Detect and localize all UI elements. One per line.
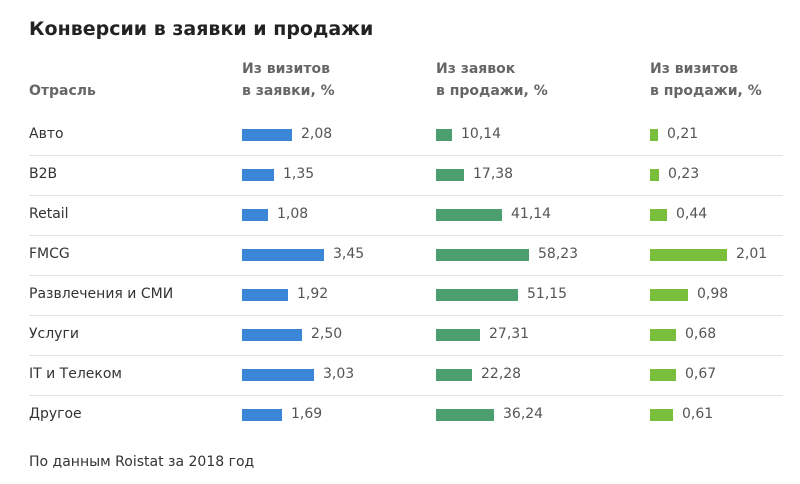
series-header-visits-to-sales: Из визитов в продажи, %: [650, 61, 762, 99]
category-label: Retail: [29, 206, 69, 222]
bar-visits-to-leads: [242, 209, 268, 221]
category-label: Авто: [29, 126, 64, 142]
value-label-visits-to-sales: 0,67: [685, 366, 717, 382]
value-label-visits-to-leads: 1,69: [291, 406, 323, 422]
source-note: По данным Roistat за 2018 год: [29, 454, 255, 470]
bar-leads-to-sales: [436, 289, 518, 301]
bar-leads-to-sales: [436, 169, 464, 181]
category-label: B2B: [29, 166, 58, 182]
bar-leads-to-sales: [436, 129, 452, 141]
series-header-leads-to-sales: Из заявок в продажи, %: [436, 61, 548, 99]
value-label-visits-to-sales: 0,21: [667, 126, 699, 142]
value-label-leads-to-sales: 58,23: [538, 246, 579, 262]
value-label-visits-to-leads: 3,45: [333, 246, 365, 262]
value-label-visits-to-sales: 0,61: [682, 406, 714, 422]
value-label-visits-to-leads: 1,08: [277, 206, 309, 222]
table-row: FMCG 3,45 58,23 2,01: [29, 236, 783, 276]
bar-visits-to-sales: [650, 409, 673, 421]
bar-visits-to-leads: [242, 369, 314, 381]
bar-visits-to-leads: [242, 129, 292, 141]
chart-title: Конверсии в заявки и продажи: [29, 18, 374, 40]
value-label-leads-to-sales: 22,28: [481, 366, 522, 382]
value-label-leads-to-sales: 36,24: [503, 406, 544, 422]
bar-visits-to-leads: [242, 329, 302, 341]
bar-leads-to-sales: [436, 369, 472, 381]
bar-leads-to-sales: [436, 209, 502, 221]
bar-leads-to-sales: [436, 329, 480, 341]
table-row: Развлечения и СМИ 1,92 51,15 0,98: [29, 276, 783, 316]
value-label-visits-to-sales: 0,98: [697, 286, 729, 302]
value-label-leads-to-sales: 41,14: [511, 206, 552, 222]
bar-visits-to-sales: [650, 329, 676, 341]
table-row: IT и Телеком 3,03 22,28 0,67: [29, 356, 783, 396]
category-label: IT и Телеком: [29, 366, 122, 382]
bar-visits-to-sales: [650, 209, 667, 221]
value-label-visits-to-leads: 3,03: [323, 366, 355, 382]
table-row: Авто 2,08 10,14 0,21: [29, 116, 783, 156]
series-header-visits-to-leads: Из визитов в заявки, %: [242, 61, 335, 99]
value-label-leads-to-sales: 17,38: [473, 166, 514, 182]
category-label: Другое: [29, 406, 82, 422]
value-label-visits-to-sales: 2,01: [736, 246, 768, 262]
table-row: B2B 1,35 17,38 0,23: [29, 156, 783, 196]
bar-leads-to-sales: [436, 409, 494, 421]
value-label-visits-to-sales: 0,23: [668, 166, 700, 182]
chart-rows: Авто 2,08 10,14 0,21 B2B 1,35 17,38 0,23 Retail 1…: [29, 116, 783, 435]
value-label-visits-to-leads: 2,08: [301, 126, 333, 142]
table-row: Услуги 2,50 27,31 0,68: [29, 316, 783, 356]
bar-visits-to-leads: [242, 409, 282, 421]
value-label-visits-to-leads: 1,92: [297, 286, 329, 302]
bar-visits-to-leads: [242, 289, 288, 301]
bar-visits-to-leads: [242, 249, 324, 261]
bar-visits-to-sales: [650, 249, 727, 261]
value-label-leads-to-sales: 27,31: [489, 326, 530, 342]
value-label-leads-to-sales: 10,14: [461, 126, 502, 142]
value-label-visits-to-leads: 1,35: [283, 166, 315, 182]
bar-visits-to-sales: [650, 369, 676, 381]
table-row: Другое 1,69 36,24 0,61: [29, 396, 783, 435]
value-label-visits-to-sales: 0,68: [685, 326, 717, 342]
category-label: Развлечения и СМИ: [29, 286, 174, 302]
table-row: Retail 1,08 41,14 0,44: [29, 196, 783, 236]
category-label: Услуги: [29, 326, 79, 342]
value-label-visits-to-sales: 0,44: [676, 206, 708, 222]
category-header: Отрасль: [29, 83, 96, 99]
bar-leads-to-sales: [436, 249, 529, 261]
bar-visits-to-sales: [650, 169, 659, 181]
value-label-leads-to-sales: 51,15: [527, 286, 568, 302]
category-label: FMCG: [29, 246, 70, 262]
bar-visits-to-sales: [650, 129, 658, 141]
bar-visits-to-sales: [650, 289, 688, 301]
bar-visits-to-leads: [242, 169, 274, 181]
value-label-visits-to-leads: 2,50: [311, 326, 343, 342]
